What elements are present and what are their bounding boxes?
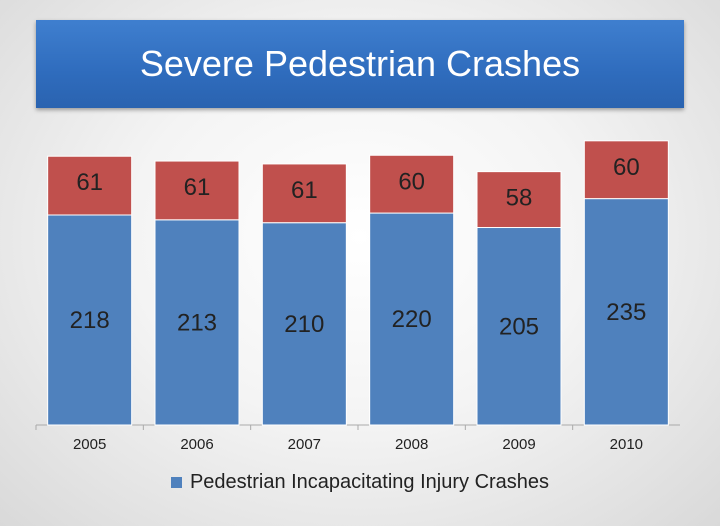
data-label-2010-0: 235	[606, 299, 646, 326]
data-label-2005-0: 218	[70, 307, 110, 334]
x-tick-label-2010: 2010	[610, 436, 643, 453]
data-label-2006-0: 213	[177, 309, 217, 336]
x-tick-label-2005: 2005	[73, 436, 106, 453]
bar-segment-2009-0	[476, 227, 562, 426]
bar-segment-2010-1	[583, 140, 669, 200]
data-label-2007-1: 61	[291, 177, 318, 204]
x-tick-label-2007: 2007	[288, 436, 321, 453]
bar-segment-2007-1	[261, 163, 347, 224]
data-label-2008-1: 60	[398, 168, 425, 195]
bar-segment-2009-1	[476, 171, 562, 229]
bar-segment-2008-1	[369, 154, 455, 214]
x-tick-label-2008: 2008	[395, 436, 428, 453]
bar-segment-2005-0	[47, 214, 133, 426]
data-label-2010-1: 60	[613, 154, 640, 181]
legend-label: Pedestrian Incapacitating Injury Crashes	[189, 470, 550, 493]
data-label-2006-1: 61	[184, 174, 211, 201]
bar-segment-2007-0	[261, 222, 347, 426]
x-tick-label-2006: 2006	[180, 436, 213, 453]
data-label-2007-0: 210	[284, 311, 324, 338]
chart-title-banner: Severe Pedestrian Crashes	[36, 20, 684, 108]
legend-swatch	[170, 476, 182, 488]
chart-title: Severe Pedestrian Crashes	[139, 43, 581, 84]
bar-segment-2006-1	[154, 160, 240, 221]
bar-segment-2006-0	[154, 219, 240, 426]
bar-segment-2008-0	[369, 212, 455, 426]
chart-legend: Pedestrian Incapacitating Injury Crashes	[0, 468, 720, 496]
data-label-2005-1: 61	[76, 169, 103, 196]
data-label-2009-1: 58	[506, 185, 533, 212]
data-label-2008-0: 220	[392, 306, 432, 333]
x-tick-label-2009: 2009	[502, 436, 535, 453]
bar-segment-2005-1	[47, 155, 133, 216]
bar-segment-2010-0	[583, 198, 669, 426]
data-label-2009-0: 205	[499, 313, 539, 340]
